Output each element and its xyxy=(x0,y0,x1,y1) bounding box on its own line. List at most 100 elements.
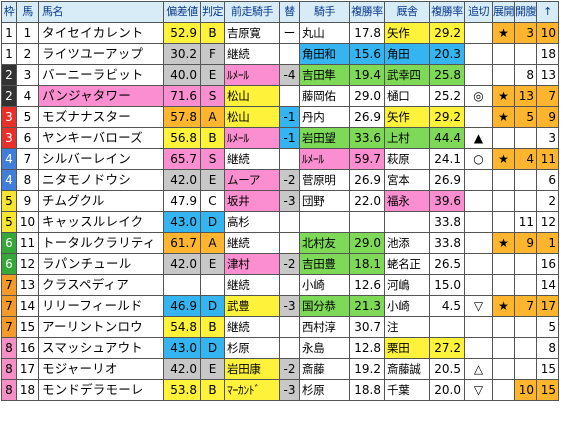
table-body: 1 1 タイセイカレント 52.9 B 吉原寛ー丸山 17.8 矢作 29.2 ★ 3 10 1 2 ライツ… xyxy=(1,22,559,401)
entry-table-wrapper: 枠 馬 馬名 偏差値 判定 前走騎手 替 騎手 複勝率 厩舎 複勝率 追切 展開… xyxy=(1,1,559,401)
stable-name: 蛯名正 xyxy=(384,253,430,275)
tsui-mark xyxy=(464,64,493,86)
grade-cell: B xyxy=(200,127,225,149)
ninki-number: 15 xyxy=(536,358,559,380)
tenkai-mark xyxy=(492,253,515,275)
prev-jockey: ﾙﾒｰﾙ xyxy=(224,127,280,149)
hensa-value: 30.2 xyxy=(163,43,201,65)
prev-jockey: 継続 xyxy=(224,232,280,254)
prev-jockey: ﾙﾒｰﾙ xyxy=(224,64,280,86)
uma-number: 7 xyxy=(16,148,39,170)
waku-cell: 6 xyxy=(1,253,17,275)
jockey-name: 杉原 xyxy=(299,379,350,401)
stable-rate: 25.2 xyxy=(429,85,465,107)
ninki-number: 2 xyxy=(536,190,559,212)
prev-jockey: 津村 xyxy=(224,253,280,275)
table-row: 4 8 ニタモノドウシ 42.0 E ムーア -2 菅原明 26.9 宮本 26.9 6 xyxy=(1,169,559,191)
kae-cell: -3 xyxy=(279,379,300,401)
kai-number: 10 xyxy=(514,379,537,401)
kae-cell xyxy=(279,232,300,254)
jockey-name xyxy=(299,211,350,233)
kae-cell xyxy=(279,316,300,338)
jockey-rate: 33.6 xyxy=(349,127,385,149)
stable-rate: 20.0 xyxy=(429,379,465,401)
uma-number: 15 xyxy=(16,316,39,338)
stable-rate: 20.5 xyxy=(429,358,465,380)
header-tsui: 追切 xyxy=(464,1,493,23)
hensa-value: 40.0 xyxy=(163,64,201,86)
header-jockey: 騎手 xyxy=(299,1,350,23)
tenkai-mark: ★ xyxy=(492,232,515,254)
horse-name: モズナナスター xyxy=(38,106,164,128)
table-row: 6 12 ラパンチュール 42.0 E 津村 -2 吉田豊 18.1 蛯名正 26.5 16 xyxy=(1,253,559,275)
ninki-number: 6 xyxy=(536,169,559,191)
waku-cell: 7 xyxy=(1,274,17,296)
uma-number: 1 xyxy=(16,22,39,44)
stable-name: 池添 xyxy=(384,232,430,254)
tsui-mark: ○ xyxy=(464,148,493,170)
waku-cell: 2 xyxy=(1,85,17,107)
table-row: 8 17 モジャーリオ 42.0 E 岩田康 -2 斎藤 19.2 斎藤誠 20.5 △ 15 xyxy=(1,358,559,380)
uma-number: 5 xyxy=(16,106,39,128)
entry-table: 枠 馬 馬名 偏差値 判定 前走騎手 替 騎手 複勝率 厩舎 複勝率 追切 展開… xyxy=(1,1,559,401)
waku-cell: 7 xyxy=(1,316,17,338)
jockey-rate: 22.0 xyxy=(349,190,385,212)
horse-name: シルバーレイン xyxy=(38,148,164,170)
stable-rate xyxy=(429,316,465,338)
hensa-value: 43.0 xyxy=(163,211,201,233)
hensa-value: 42.0 xyxy=(163,169,201,191)
jockey-name: 斎藤 xyxy=(299,358,350,380)
waku-cell: 4 xyxy=(1,148,17,170)
jockey-rate: 19.4 xyxy=(349,64,385,86)
kae-cell xyxy=(279,211,300,233)
table-row: 8 16 スマッシュアウト 43.0 D 杉原 永島 12.8 栗田 27.2 8 xyxy=(1,337,559,359)
stable-name: 栗田 xyxy=(384,337,430,359)
stable-rate: 44.4 xyxy=(429,127,465,149)
jockey-name: 丸山 xyxy=(299,22,350,44)
tenkai-mark xyxy=(492,316,515,338)
horse-name: ヤンキーバローズ xyxy=(38,127,164,149)
tsui-mark xyxy=(464,274,493,296)
jockey-rate: 17.8 xyxy=(349,22,385,44)
hensa-value: 56.8 xyxy=(163,127,201,149)
tsui-mark xyxy=(464,106,493,128)
horse-name: トータルクラリティ xyxy=(38,232,164,254)
tsui-mark: ▲ xyxy=(464,127,493,149)
tenkai-mark xyxy=(492,43,515,65)
stable-name: 斎藤誠 xyxy=(384,358,430,380)
stable-rate: 4.5 xyxy=(429,295,465,317)
kai-number xyxy=(514,190,537,212)
kae-cell xyxy=(279,43,300,65)
jockey-name: ﾙﾒｰﾙ xyxy=(299,148,350,170)
uma-number: 8 xyxy=(16,169,39,191)
uma-number: 3 xyxy=(16,64,39,86)
tsui-mark xyxy=(464,22,493,44)
table-row: 7 14 リリーフィールド 46.9 D 武豊 -3 国分恭 21.3 小崎 4.5 ▽ ★ 7 17 xyxy=(1,295,559,317)
uma-number: 10 xyxy=(16,211,39,233)
jockey-name: 丹内 xyxy=(299,106,350,128)
uma-number: 16 xyxy=(16,337,39,359)
tenkai-mark xyxy=(492,358,515,380)
waku-cell: 8 xyxy=(1,358,17,380)
tenkai-mark xyxy=(492,64,515,86)
jockey-name: 吉田豊 xyxy=(299,253,350,275)
table-row: 2 4 パンジャタワー 71.6 S 松山 藤岡佑 29.0 樋口 25.2 ◎ ★ 13 7 xyxy=(1,85,559,107)
jockey-rate: 15.6 xyxy=(349,43,385,65)
kae-cell: ー xyxy=(279,22,300,44)
tsui-mark xyxy=(464,253,493,275)
horse-name: リリーフィールド xyxy=(38,295,164,317)
header-stable-rate: 複勝率 xyxy=(429,1,465,23)
stable-rate: 33.8 xyxy=(429,211,465,233)
ninki-number: 5 xyxy=(536,316,559,338)
stable-name: 小崎 xyxy=(384,295,430,317)
tsui-mark: ▽ xyxy=(464,295,493,317)
table-row: 3 6 ヤンキーバローズ 56.8 B ﾙﾒｰﾙ -1 岩田望 33.6 上村 44.4 ▲ 3 xyxy=(1,127,559,149)
tsui-mark: △ xyxy=(464,358,493,380)
waku-cell: 7 xyxy=(1,295,17,317)
prev-jockey: ﾏｰｶﾝﾄﾞ xyxy=(224,379,280,401)
prev-jockey: 杉原 xyxy=(224,337,280,359)
jockey-name: 北村友 xyxy=(299,232,350,254)
grade-cell: D xyxy=(200,211,225,233)
waku-cell: 2 xyxy=(1,64,17,86)
ninki-number: 11 xyxy=(536,148,559,170)
